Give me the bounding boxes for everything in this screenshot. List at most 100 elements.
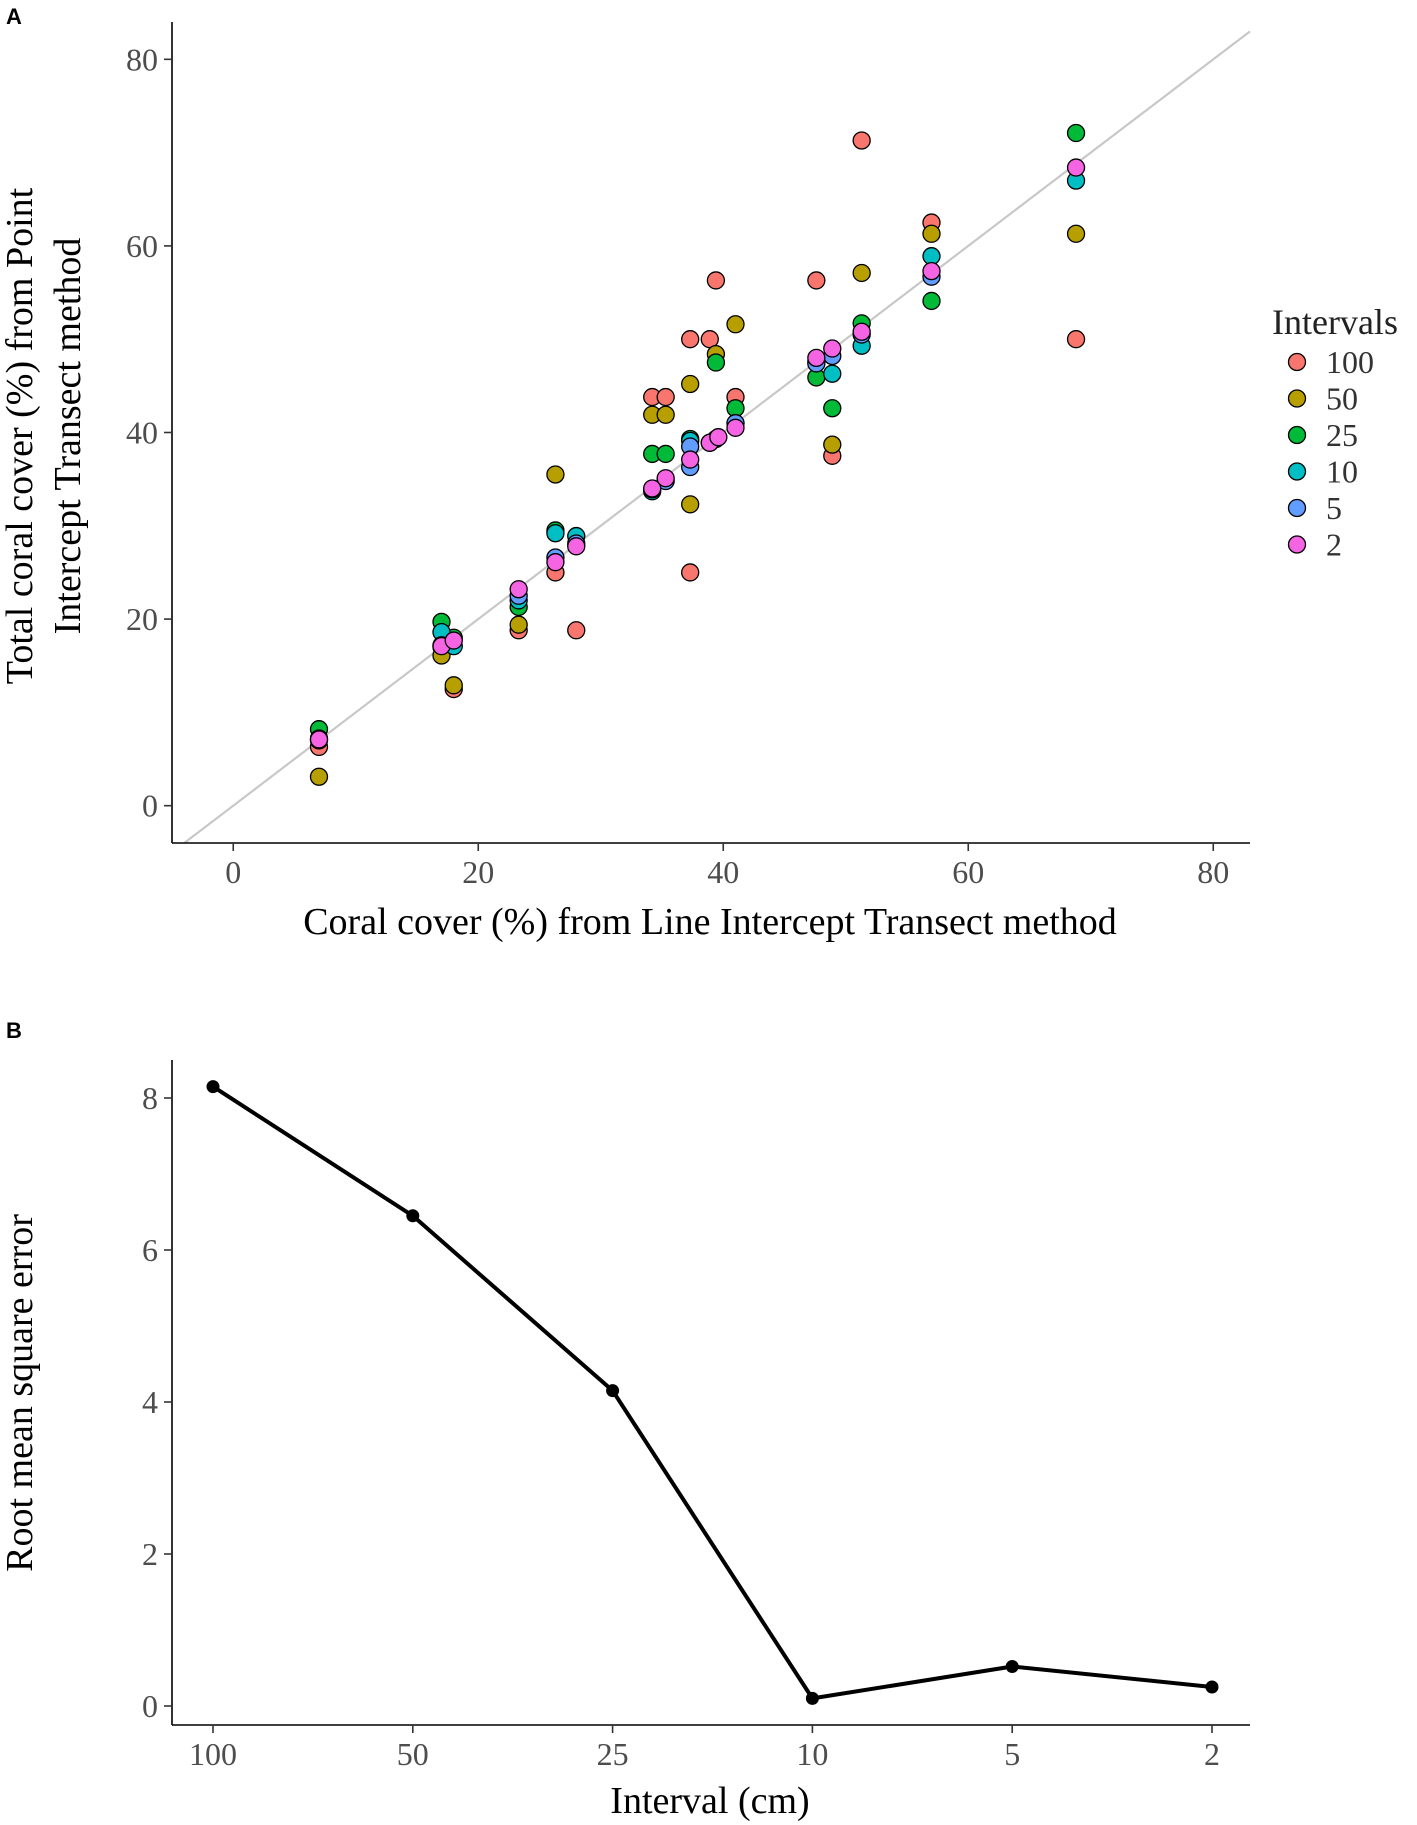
data-point (681, 450, 700, 469)
series-25 (309, 123, 1086, 739)
legend-key-2 (1287, 535, 1307, 554)
data-point (567, 537, 586, 556)
series-50 (309, 224, 1086, 786)
legend-label-50: 50 (1326, 381, 1358, 417)
legend-label-100: 100 (1326, 344, 1374, 380)
data-point (823, 399, 842, 418)
legend-key-50 (1287, 389, 1307, 408)
data-point (823, 339, 842, 358)
data-point (922, 261, 941, 281)
data-point (681, 563, 700, 582)
x-tick-label: 50 (397, 1736, 429, 1772)
data-point (509, 580, 528, 599)
data-point (706, 353, 726, 372)
panel-a-y-title-line-2: Intercept Transect method (47, 238, 89, 635)
y-tick-label: 2 (142, 1536, 158, 1572)
data-point (567, 621, 586, 640)
panel-a-x-axis-title: Coral cover (%) from Line Intercept Tran… (303, 901, 1117, 943)
data-point (656, 387, 675, 407)
panel-b-y-axis-title: Root mean square error (0, 1214, 41, 1572)
data-point (546, 553, 565, 572)
data-point (681, 330, 700, 349)
data-point (726, 315, 745, 334)
y-tick-label: 60 (126, 228, 158, 264)
data-point (656, 469, 675, 488)
y-tick-label: 0 (142, 788, 158, 824)
data-point (444, 676, 463, 695)
data-point (807, 348, 826, 368)
data-point (656, 444, 675, 464)
data-point (726, 418, 745, 437)
data-point (309, 767, 329, 786)
rmse-data-point (206, 1080, 220, 1094)
data-point (546, 524, 565, 543)
y-tick-label: 0 (142, 1688, 158, 1724)
data-point (1066, 123, 1086, 143)
x-tick-label: 0 (225, 854, 241, 890)
panel-a-y-axis-title: Total coral cover (%) from Point Interce… (0, 187, 89, 684)
x-tick-label: 2 (1204, 1736, 1220, 1772)
data-point (709, 428, 728, 447)
x-tick-label: 40 (707, 854, 739, 890)
panel-a-y-title-line-1: Total coral cover (%) from Point (0, 187, 41, 684)
y-tick-label: 6 (142, 1232, 158, 1268)
y-tick-label: 8 (142, 1080, 158, 1116)
panel-b-line-chart: B 100 50 25 10 5 2 0 2 4 6 8 Interval (cm) Root me… (0, 1018, 1250, 1822)
data-point (852, 263, 871, 283)
data-point (509, 615, 528, 634)
data-point (823, 435, 842, 454)
panel-a-axes: 0 20 40 60 80 0 20 40 60 80 (126, 22, 1250, 890)
legend-key-10 (1287, 462, 1307, 481)
legend-label-2: 2 (1326, 527, 1342, 563)
data-point (852, 131, 871, 150)
data-point (643, 479, 662, 498)
panel-a-scatter-chart: A 0 20 40 60 80 0 20 40 60 80 Coral cover (%) fro… (0, 4, 1398, 943)
data-point (681, 495, 700, 514)
data-point (922, 224, 941, 243)
panel-b-series (206, 1080, 1219, 1705)
x-tick-label: 60 (952, 854, 984, 890)
data-point (656, 405, 675, 424)
legend-key-5 (1287, 498, 1307, 518)
panel-a-points (309, 123, 1086, 786)
y-tick-label: 80 (126, 41, 158, 77)
data-point (681, 374, 700, 394)
x-tick-label: 80 (1197, 854, 1229, 890)
panel-b-axes: 100 50 25 10 5 2 0 2 4 6 8 (142, 1060, 1250, 1772)
data-point (922, 291, 941, 311)
rmse-data-point (406, 1209, 420, 1223)
legend-key-25 (1287, 425, 1307, 445)
panel-b-x-axis-title: Interval (cm) (610, 1780, 809, 1822)
data-point (1066, 224, 1086, 243)
data-point (1066, 330, 1086, 349)
legend-title: Intervals (1272, 302, 1398, 342)
x-tick-label: 100 (189, 1736, 237, 1772)
legend-key-100 (1287, 352, 1307, 372)
rmse-data-point (606, 1384, 620, 1398)
data-point (706, 271, 726, 290)
data-point (546, 465, 565, 484)
data-point (309, 730, 329, 749)
rmse-series-line (211, 1084, 1213, 1701)
data-point (852, 322, 871, 341)
legend-label-25: 25 (1326, 417, 1358, 453)
data-point (444, 631, 463, 650)
data-point (823, 364, 842, 383)
x-tick-label: 10 (796, 1736, 828, 1772)
x-tick-label: 20 (462, 854, 494, 890)
data-point (1066, 158, 1086, 177)
y-tick-label: 40 (126, 415, 158, 451)
x-tick-label: 25 (597, 1736, 629, 1772)
rmse-data-point (805, 1691, 819, 1705)
y-tick-label: 4 (142, 1384, 158, 1420)
panel-b-label: B (6, 1018, 22, 1043)
x-tick-label: 5 (1004, 1736, 1020, 1772)
series-2 (309, 158, 1086, 749)
panel-a-label: A (6, 4, 22, 29)
legend-label-5: 5 (1326, 490, 1342, 526)
legend-label-10: 10 (1326, 454, 1358, 490)
rmse-data-point (1005, 1659, 1019, 1673)
rmse-data-point (1205, 1680, 1219, 1694)
